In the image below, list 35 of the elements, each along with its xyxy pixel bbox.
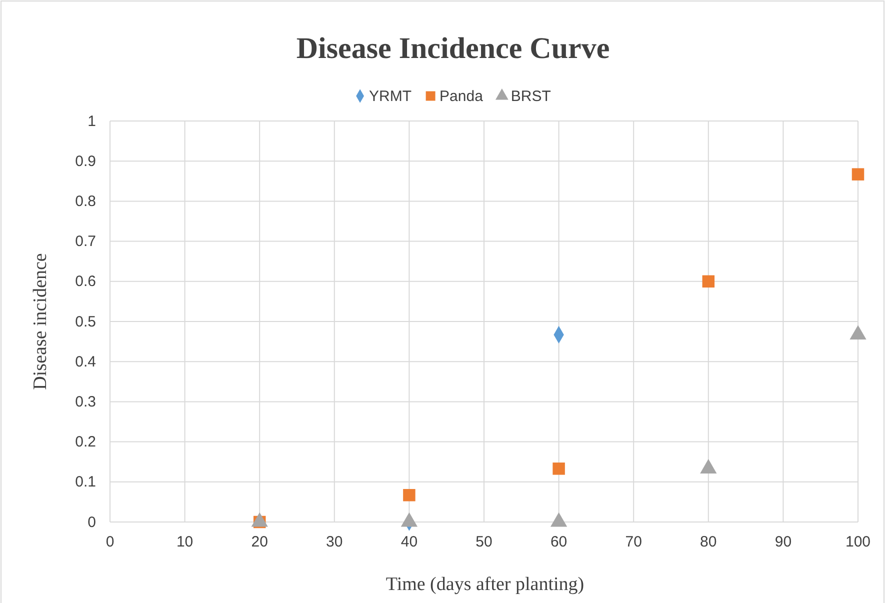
y-axis-title: Disease incidence [30,253,51,390]
x-tick-label: 0 [106,534,114,551]
y-tick-label: 1 [88,112,96,130]
x-axis-title: Time (days after planting) [386,574,584,595]
x-tick-label: 80 [700,534,717,551]
legend-label: YRMT [369,88,412,105]
y-tick-label: 0.7 [75,233,96,250]
legend-label: BRST [510,88,551,105]
x-tick-label: 30 [326,534,343,551]
point [702,275,715,288]
x-tick-label: 40 [400,534,418,551]
y-tick-label: 0.1 [75,474,96,491]
y-tick-label: 0.3 [75,394,96,410]
point [550,512,568,527]
x-tick-label: 50 [476,534,492,551]
y-tick-label: 0.2 [75,434,96,451]
x-tick-label: 10 [176,534,194,551]
y-tick-label: 0.6 [75,273,96,290]
point [251,512,268,527]
y-tick-label: 0.5 [75,313,96,330]
legend-label: Panda [440,88,484,105]
x-tick-label: 20 [251,534,268,551]
point [850,325,866,340]
y-tick-label: 0.9 [75,152,96,170]
x-tick-label: 90 [774,534,792,551]
point [852,168,864,180]
x-tick-label: 100 [845,534,871,551]
point [400,512,418,527]
point [700,459,717,474]
x-tick-label: 70 [625,534,642,551]
y-tick-label: 0 [88,514,96,531]
chart-title: Disease Incidence Curve [296,32,610,65]
y-tick-label: 0.8 [75,193,96,210]
x-tick-label: 60 [550,534,568,551]
y-tick-label: 0.4 [75,353,96,370]
